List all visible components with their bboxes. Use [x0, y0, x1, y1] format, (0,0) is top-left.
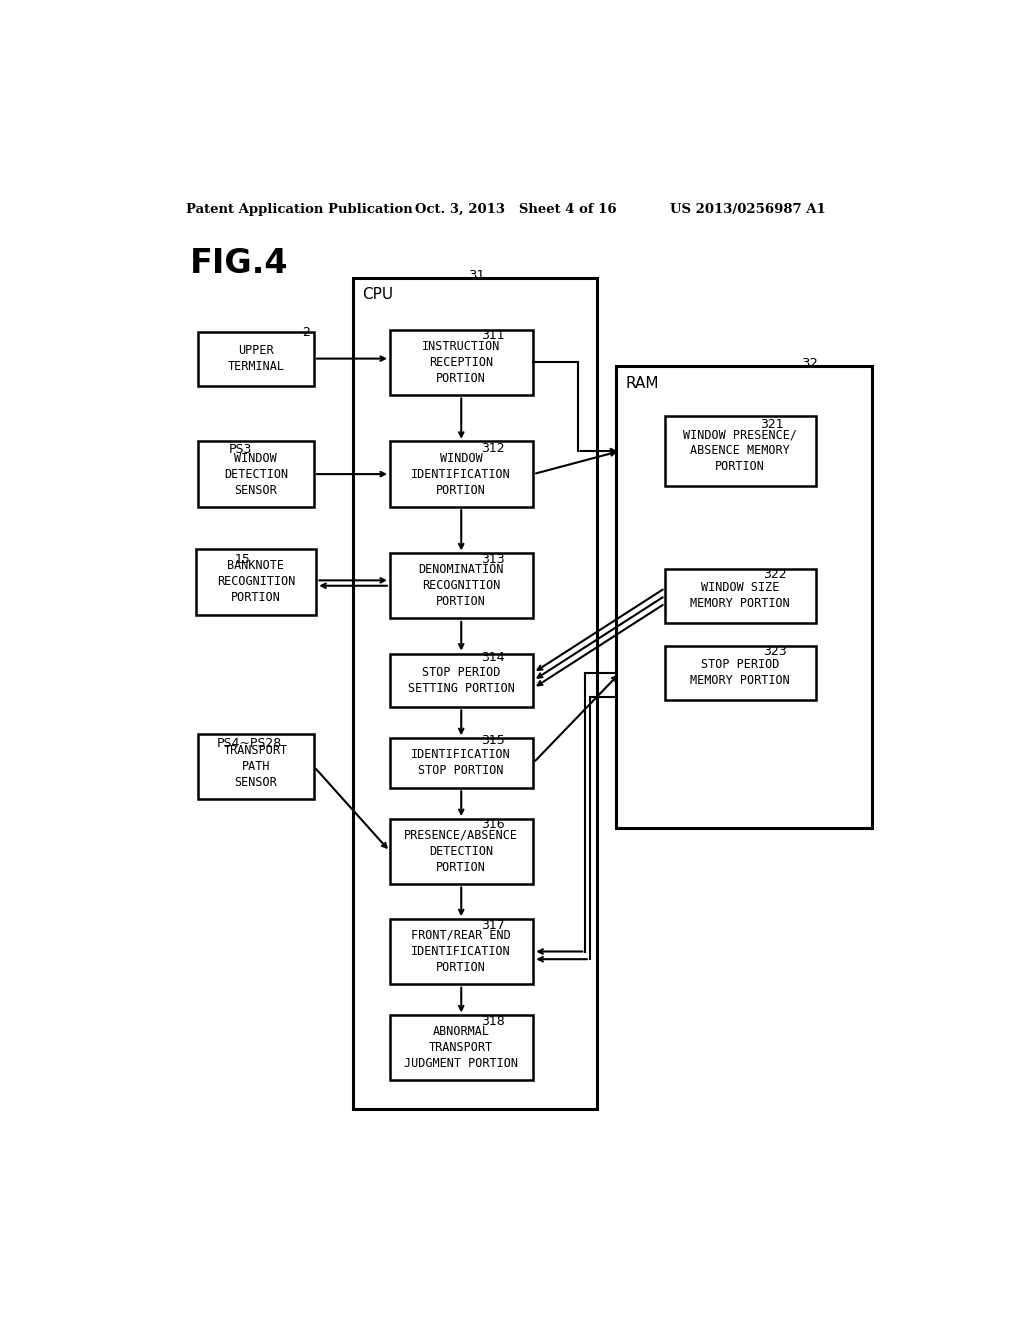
Text: 32: 32 [802, 358, 819, 370]
Bar [665, 416, 816, 486]
Bar [198, 331, 314, 385]
Bar [352, 277, 597, 1109]
Bar [389, 738, 532, 788]
Text: US 2013/0256987 A1: US 2013/0256987 A1 [671, 203, 826, 216]
Bar [665, 569, 816, 623]
Text: CPU: CPU [362, 286, 393, 302]
Text: 316: 316 [480, 818, 504, 832]
Bar [389, 553, 532, 619]
Bar [198, 441, 314, 507]
Text: PS3: PS3 [228, 444, 252, 457]
Text: 317: 317 [480, 919, 505, 932]
Text: 15: 15 [234, 553, 251, 566]
Text: PRESENCE/ABSENCE
DETECTION
PORTION: PRESENCE/ABSENCE DETECTION PORTION [404, 829, 518, 874]
Text: INSTRUCTION
RECEPTION
PORTION: INSTRUCTION RECEPTION PORTION [422, 341, 501, 385]
Text: 2: 2 [302, 326, 310, 339]
Bar [389, 330, 532, 395]
Bar [389, 818, 532, 884]
Text: 321: 321 [760, 418, 783, 430]
Bar [389, 919, 532, 985]
Text: 311: 311 [480, 330, 504, 342]
Text: RAM: RAM [626, 376, 659, 391]
Text: BANKNOTE
RECOGNITION
PORTION: BANKNOTE RECOGNITION PORTION [217, 560, 295, 605]
Bar [389, 1015, 532, 1081]
Bar [389, 441, 532, 507]
Text: IDENTIFICATION
STOP PORTION: IDENTIFICATION STOP PORTION [412, 748, 511, 777]
Text: WINDOW PRESENCE/
ABSENCE MEMORY
PORTION: WINDOW PRESENCE/ ABSENCE MEMORY PORTION [683, 429, 798, 474]
Bar [665, 645, 816, 700]
Text: WINDOW SIZE
MEMORY PORTION: WINDOW SIZE MEMORY PORTION [690, 581, 791, 610]
Bar [196, 549, 316, 615]
Text: FIG.4: FIG.4 [190, 247, 289, 280]
Text: 315: 315 [480, 734, 505, 747]
Text: Patent Application Publication: Patent Application Publication [186, 203, 413, 216]
Text: 323: 323 [764, 645, 787, 659]
Text: UPPER
TERMINAL: UPPER TERMINAL [227, 345, 285, 374]
Text: WINDOW
DETECTION
SENSOR: WINDOW DETECTION SENSOR [224, 451, 288, 496]
Text: WINDOW
IDENTIFICATION
PORTION: WINDOW IDENTIFICATION PORTION [412, 451, 511, 496]
Text: 322: 322 [764, 568, 787, 581]
Text: Oct. 3, 2013   Sheet 4 of 16: Oct. 3, 2013 Sheet 4 of 16 [415, 203, 616, 216]
Text: FRONT/REAR END
IDENTIFICATION
PORTION: FRONT/REAR END IDENTIFICATION PORTION [412, 929, 511, 974]
Text: STOP PERIOD
MEMORY PORTION: STOP PERIOD MEMORY PORTION [690, 659, 791, 688]
Text: 313: 313 [480, 553, 504, 566]
Text: 318: 318 [480, 1015, 505, 1028]
Text: ABNORMAL
TRANSPORT
JUDGMENT PORTION: ABNORMAL TRANSPORT JUDGMENT PORTION [404, 1026, 518, 1071]
Bar [389, 653, 532, 708]
Text: 31: 31 [469, 268, 486, 281]
Text: PS4~PS28: PS4~PS28 [217, 738, 283, 751]
Text: STOP PERIOD
SETTING PORTION: STOP PERIOD SETTING PORTION [408, 667, 515, 694]
Bar [198, 734, 314, 800]
Text: 314: 314 [480, 651, 504, 664]
Text: DENOMINATION
RECOGNITION
PORTION: DENOMINATION RECOGNITION PORTION [419, 564, 504, 609]
Text: 312: 312 [480, 442, 504, 455]
Bar [616, 367, 872, 829]
Text: TRANSPORT
PATH
SENSOR: TRANSPORT PATH SENSOR [224, 744, 288, 789]
